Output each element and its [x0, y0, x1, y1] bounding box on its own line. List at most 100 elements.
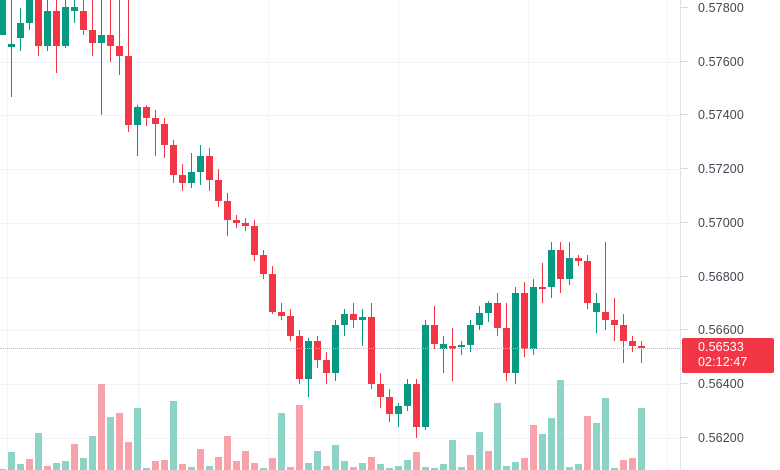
candle-body: [61, 6, 69, 46]
candle-body: [142, 107, 150, 119]
price-tick-label: 0.57800: [698, 1, 744, 16]
candle-body: [97, 34, 105, 43]
candle-body: [610, 319, 618, 325]
candle-body: [124, 56, 132, 125]
volume-bar: [538, 434, 546, 470]
price-axis[interactable]: 0.57800 0.57600 0.57400 0.57200 0.57000 0.568…: [680, 0, 780, 470]
volume-bar: [601, 398, 609, 470]
volume-bar: [376, 464, 384, 470]
price-tick-dash: [681, 275, 688, 277]
candle-wick: [362, 308, 363, 347]
volume-bar: [619, 459, 627, 470]
volume-bar: [412, 452, 420, 470]
price-tick-dash: [681, 60, 688, 62]
volume-bar: [16, 464, 24, 470]
volume-bar: [151, 461, 159, 470]
candle-body: [223, 201, 231, 221]
price-tick-label: 0.56400: [698, 377, 744, 392]
volume-bar: [637, 408, 645, 470]
current-price-badge[interactable]: 0.56533 02:12:47: [682, 338, 774, 374]
volume-bar: [349, 466, 357, 470]
candle-body: [79, 10, 87, 30]
candlestick-series: [0, 0, 645, 470]
candle-wick: [191, 153, 192, 188]
price-tick-label: 0.57200: [698, 162, 744, 177]
candle-wick: [110, 0, 111, 62]
candle-body: [628, 341, 636, 347]
volume-bar: [106, 417, 114, 470]
volume-bar: [574, 464, 582, 470]
volume-bar: [160, 459, 168, 470]
candle-wick: [641, 341, 642, 363]
candle-body: [493, 303, 501, 328]
candle-wick: [542, 263, 543, 304]
candle-body: [412, 384, 420, 428]
candle-body: [358, 316, 366, 320]
price-tick-label: 0.57400: [698, 108, 744, 123]
candle-body: [421, 324, 429, 428]
candle-body: [556, 249, 564, 280]
volume-bar: [223, 436, 231, 470]
candle-body: [205, 155, 213, 180]
price-chart-pane[interactable]: [0, 0, 680, 470]
volume-bar: [286, 466, 294, 470]
candle-body: [502, 327, 510, 374]
candle-body: [268, 273, 276, 312]
volume-bar: [331, 445, 339, 470]
candle-body: [511, 292, 519, 374]
volume-bar: [394, 465, 402, 470]
volume-bar: [259, 467, 267, 470]
candle-wick: [92, 0, 93, 57]
candle-body: [178, 174, 186, 183]
candle-body: [637, 346, 645, 349]
candle-body: [592, 303, 600, 312]
volume-bar: [7, 452, 15, 470]
candle-body: [277, 311, 285, 316]
bar-countdown-timer: 02:12:47: [698, 355, 748, 370]
candle-wick: [452, 327, 453, 382]
candle-body: [331, 324, 339, 374]
candle-body: [241, 222, 249, 226]
volume-bar: [241, 450, 249, 470]
candle-body: [313, 341, 321, 360]
candle-body: [565, 257, 573, 280]
candle-body: [259, 255, 267, 274]
volume-bar: [565, 466, 573, 470]
candle-body: [367, 316, 375, 385]
volume-bar: [340, 461, 348, 470]
volume-bar: [115, 412, 123, 470]
candle-wick: [578, 255, 579, 266]
candle-body: [214, 179, 222, 202]
candle-body: [619, 324, 627, 342]
candle-body: [187, 171, 195, 183]
candle-wick: [443, 335, 444, 374]
volume-bar: [475, 431, 483, 470]
volume-bar: [466, 455, 474, 470]
volume-bar: [529, 425, 537, 470]
candle-body: [448, 346, 456, 350]
volume-bar: [70, 444, 78, 470]
volume-bar: [385, 467, 393, 470]
volume-bar: [268, 457, 276, 470]
volume-bar: [178, 464, 186, 470]
volume-bar: [322, 465, 330, 470]
price-tick-label: 0.56600: [698, 323, 744, 338]
volume-bar: [79, 457, 87, 470]
candle-body: [169, 145, 177, 175]
volume-bar: [493, 402, 501, 470]
price-tick-dash: [681, 221, 688, 223]
candle-body: [484, 303, 492, 313]
volume-bar: [88, 436, 96, 470]
candle-body: [34, 0, 42, 46]
volume-bar: [439, 464, 447, 470]
candle-wick: [101, 0, 102, 116]
volume-bar: [556, 380, 564, 470]
volume-bar: [583, 416, 591, 470]
volume-bar: [358, 463, 366, 470]
current-price-line: [0, 348, 680, 349]
volume-bar: [592, 422, 600, 470]
candle-body: [322, 359, 330, 374]
current-price-value: 0.56533: [698, 340, 744, 355]
price-tick-label: 0.57600: [698, 54, 744, 69]
candle-body: [574, 257, 582, 261]
